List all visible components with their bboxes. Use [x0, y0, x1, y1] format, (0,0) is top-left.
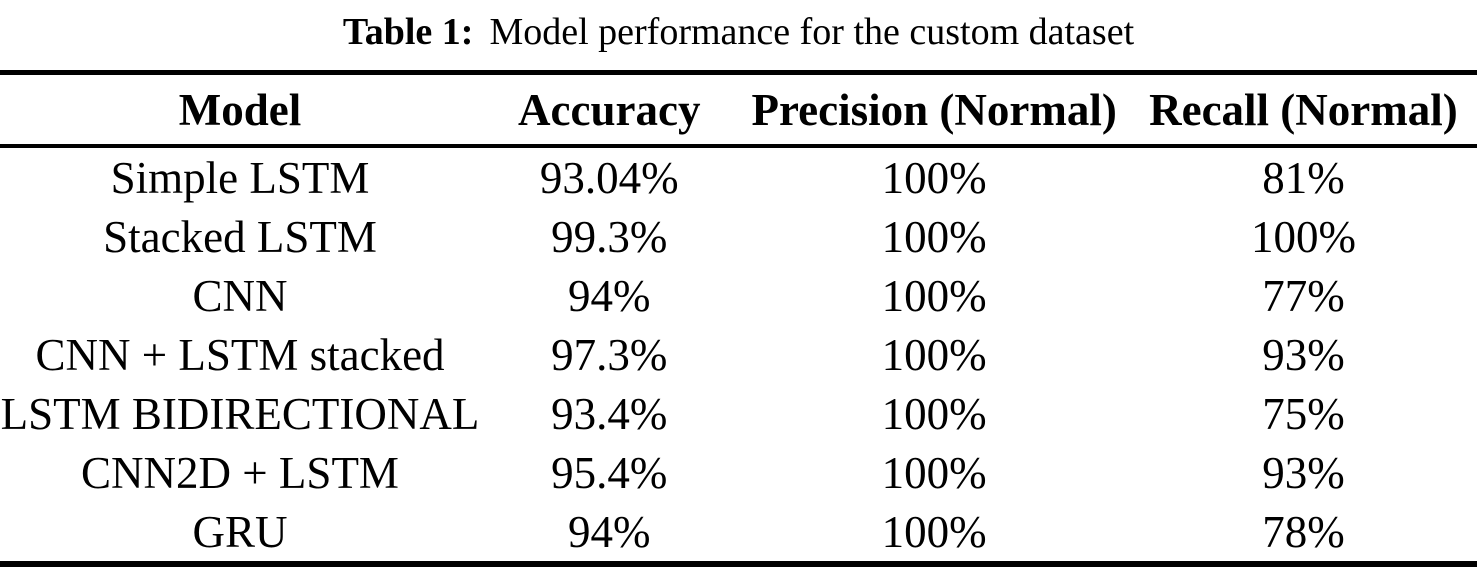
- column-header-recall: Recall (Normal): [1129, 72, 1477, 148]
- table-row: CNN2D + LSTM 95.4% 100% 93%: [0, 443, 1477, 502]
- recall-cell: 100%: [1250, 211, 1356, 262]
- table-caption-text: Model performance for the custom dataset: [489, 11, 1135, 53]
- accuracy-cell: 95.4%: [551, 447, 668, 498]
- column-header-model: Model: [0, 72, 481, 148]
- accuracy-cell: 97.3%: [551, 329, 668, 380]
- model-cell: GRU: [192, 506, 288, 557]
- precision-cell: 100%: [881, 211, 987, 262]
- table-row: CNN 94% 100% 77%: [0, 266, 1477, 325]
- column-header-precision: Precision (Normal): [738, 72, 1130, 148]
- recall-cell: 93%: [1262, 329, 1345, 380]
- table-row: GRU 94% 100% 78%: [0, 502, 1477, 564]
- column-header-accuracy: Accuracy: [480, 72, 739, 148]
- accuracy-cell: 93.04%: [539, 152, 679, 203]
- precision-cell: 100%: [881, 270, 987, 321]
- model-cell: Simple LSTM: [110, 152, 370, 203]
- model-cell: CNN2D + LSTM: [81, 447, 399, 498]
- recall-cell: 78%: [1262, 506, 1345, 557]
- precision-cell: 100%: [881, 329, 987, 380]
- accuracy-cell: 93.4%: [551, 388, 668, 439]
- table-caption-label: Table 1:: [342, 11, 474, 53]
- table-caption: Table 1: Model performance for the custo…: [0, 0, 1477, 70]
- recall-cell: 93%: [1262, 447, 1345, 498]
- accuracy-cell: 99.3%: [551, 211, 668, 262]
- precision-cell: 100%: [881, 447, 987, 498]
- table-row: LSTM BIDIRECTIONAL 93.4% 100% 75%: [0, 384, 1477, 443]
- results-table: Model Accuracy Precision (Normal) Recall…: [0, 70, 1477, 567]
- accuracy-cell: 94%: [568, 270, 651, 321]
- recall-cell: 77%: [1262, 270, 1345, 321]
- model-cell: Stacked LSTM: [103, 211, 377, 262]
- recall-cell: 75%: [1262, 388, 1345, 439]
- table-row: Simple LSTM 93.04% 100% 81%: [0, 146, 1477, 207]
- accuracy-cell: 94%: [568, 506, 651, 557]
- model-cell: CNN: [192, 270, 288, 321]
- precision-cell: 100%: [881, 152, 987, 203]
- recall-cell: 81%: [1262, 152, 1345, 203]
- table-row: CNN + LSTM stacked 97.3% 100% 93%: [0, 325, 1477, 384]
- model-cell: CNN + LSTM stacked: [35, 329, 445, 380]
- precision-cell: 100%: [881, 506, 987, 557]
- table-row: Stacked LSTM 99.3% 100% 100%: [0, 207, 1477, 266]
- precision-cell: 100%: [881, 388, 987, 439]
- model-cell: LSTM BIDIRECTIONAL: [0, 388, 480, 439]
- header-row: Model Accuracy Precision (Normal) Recall…: [0, 72, 1477, 148]
